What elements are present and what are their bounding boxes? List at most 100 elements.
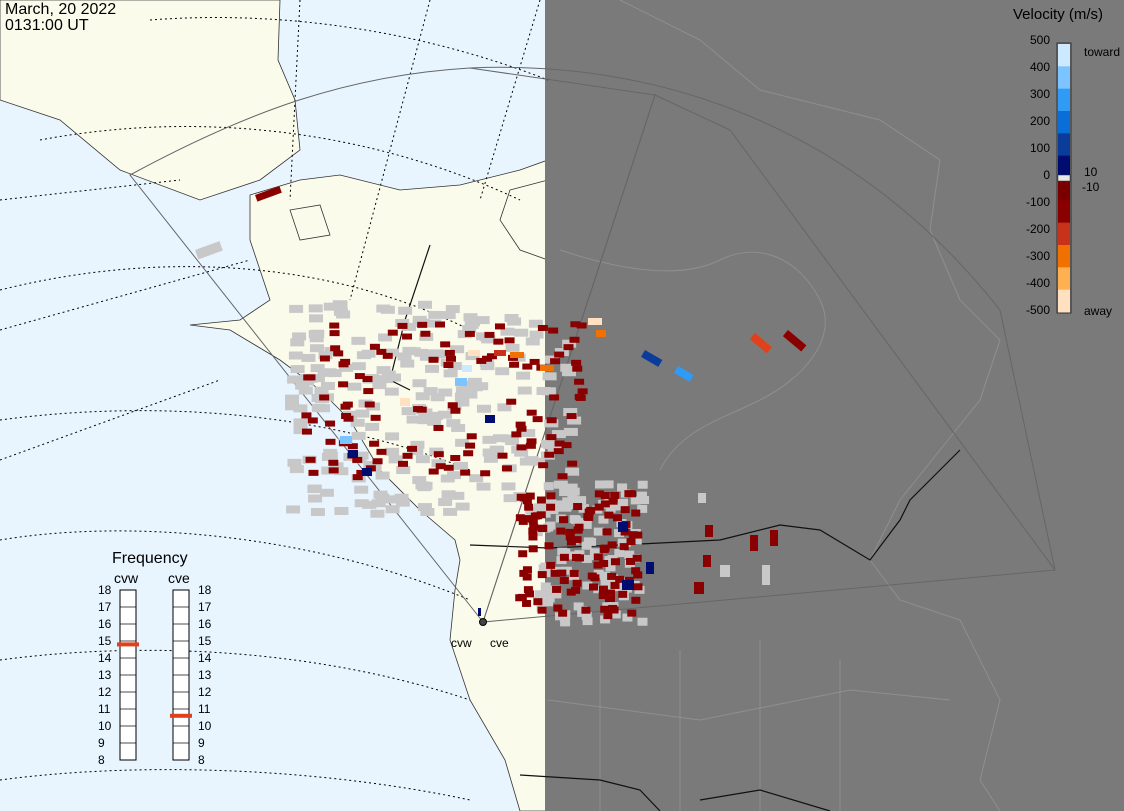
velocity-cell — [395, 498, 410, 507]
velocity-cell — [522, 599, 532, 607]
colorbar-tick: -400 — [1025, 276, 1050, 290]
velocity-cell — [546, 561, 556, 569]
velocity-cell — [605, 563, 616, 572]
velocity-cell — [541, 439, 556, 448]
velocity-cell — [519, 569, 529, 577]
velocity-cell — [355, 409, 370, 418]
velocity-cell — [323, 302, 338, 311]
velocity-cell — [500, 327, 515, 336]
velocity-cell — [441, 490, 456, 499]
velocity-cell — [446, 355, 457, 362]
velocity-cell — [593, 527, 604, 536]
velocity-cell — [546, 434, 557, 441]
velocity-cell — [626, 557, 636, 565]
velocity-cell — [362, 376, 373, 383]
velocity-cell — [614, 583, 625, 592]
velocity-cell — [447, 471, 462, 480]
velocity-cell — [523, 586, 533, 594]
frequency-tick-right: 13 — [198, 668, 212, 682]
velocity-cell — [542, 372, 557, 381]
colorbar-segment — [1058, 133, 1070, 157]
velocity-cell — [489, 445, 504, 454]
velocity-cell — [521, 428, 536, 437]
velocity-cell — [562, 501, 573, 510]
velocity-cell — [544, 451, 555, 458]
frequency-tick-left: 10 — [98, 719, 112, 733]
velocity-cell — [528, 319, 543, 328]
velocity-cell — [517, 386, 532, 395]
velocity-cell — [576, 496, 587, 505]
velocity-cell — [546, 417, 557, 424]
velocity-cell — [567, 460, 578, 467]
velocity-cell — [323, 448, 338, 457]
velocity-cell — [308, 469, 319, 476]
velocity-cell — [287, 375, 302, 384]
velocity-cell — [617, 498, 628, 507]
velocity-cell — [604, 511, 614, 519]
velocity-cell — [417, 300, 432, 309]
velocity-cell — [476, 357, 487, 364]
velocity-cell — [482, 435, 497, 444]
velocity-cell — [333, 300, 348, 309]
frequency-tick-left: 9 — [98, 736, 105, 750]
frequency-tick-right: 10 — [198, 719, 212, 733]
velocity-cell — [504, 337, 515, 344]
velocity-cell — [639, 496, 650, 505]
velocity-cell — [503, 494, 518, 503]
velocity-cell — [637, 504, 648, 513]
velocity-cell — [433, 451, 444, 458]
velocity-cell — [562, 368, 577, 377]
velocity-cell — [510, 352, 524, 358]
velocity-cell — [295, 381, 310, 390]
land-day — [0, 0, 549, 811]
velocity-cell — [400, 398, 410, 406]
velocity-cell — [526, 409, 537, 416]
velocity-cell — [450, 407, 461, 414]
velocity-cell — [308, 304, 323, 313]
frequency-bars — [117, 589, 192, 761]
velocity-cell — [516, 444, 527, 451]
velocity-cell — [536, 496, 546, 504]
velocity-cell — [549, 394, 560, 401]
velocity-cell — [515, 514, 525, 522]
colorbar-tick: 100 — [1029, 141, 1050, 155]
velocity-cell — [770, 530, 778, 546]
velocity-cell — [514, 328, 529, 337]
velocity-cell — [495, 367, 510, 376]
velocity-cell — [363, 388, 374, 395]
velocity-cell — [603, 480, 614, 489]
velocity-cell — [476, 404, 491, 413]
velocity-cell — [351, 431, 366, 440]
velocity-cell — [476, 482, 491, 491]
velocity-cell — [340, 436, 352, 444]
velocity-cell — [433, 424, 444, 431]
frequency-tick-left: 14 — [98, 651, 112, 665]
velocity-cell — [311, 393, 326, 402]
velocity-cell — [529, 330, 544, 339]
velocity-cell — [406, 347, 421, 356]
velocity-cell — [311, 403, 326, 412]
velocity-cell — [516, 425, 527, 432]
velocity-cell — [637, 480, 648, 489]
velocity-cell — [633, 583, 643, 591]
toward-label: toward — [1084, 45, 1121, 59]
velocity-cell — [550, 569, 560, 577]
velocity-cell — [631, 509, 641, 517]
velocity-cell — [516, 371, 531, 380]
velocity-cell — [532, 528, 543, 537]
velocity-cell — [370, 509, 385, 518]
velocity-cell — [588, 318, 602, 325]
velocity-cell — [482, 448, 497, 457]
velocity-cell — [540, 589, 551, 598]
velocity-cell — [646, 562, 654, 574]
velocity-cell — [329, 330, 340, 337]
velocity-cell — [375, 493, 390, 502]
velocity-cell — [412, 379, 427, 388]
velocity-cell — [347, 382, 362, 391]
velocity-cell — [608, 497, 618, 505]
velocity-cell — [465, 352, 480, 361]
velocity-cell — [480, 470, 491, 477]
colorbar-segment — [1058, 44, 1070, 67]
velocity-cell — [370, 414, 381, 421]
velocity-cell — [480, 362, 495, 371]
